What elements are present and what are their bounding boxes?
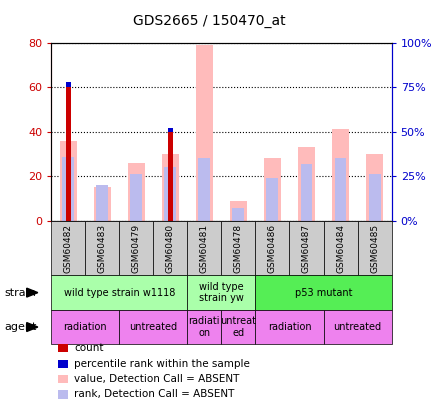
Text: GDS2665 / 150470_at: GDS2665 / 150470_at: [133, 14, 285, 28]
Text: GSM60484: GSM60484: [336, 224, 345, 273]
Bar: [168, 128, 173, 132]
Text: GSM60480: GSM60480: [166, 224, 175, 273]
Bar: [168, 132, 173, 221]
Text: radiation: radiation: [63, 322, 107, 332]
Text: percentile rank within the sample: percentile rank within the sample: [74, 359, 250, 369]
Bar: [96, 185, 108, 221]
Bar: [66, 82, 71, 87]
Bar: [60, 141, 77, 221]
Text: radiation: radiation: [267, 322, 312, 332]
Text: wild type strain w1118: wild type strain w1118: [64, 288, 175, 298]
Text: GSM60478: GSM60478: [234, 224, 243, 273]
Text: radiati
on: radiati on: [189, 316, 220, 338]
Bar: [366, 154, 383, 221]
Bar: [162, 154, 179, 221]
Text: GSM60485: GSM60485: [370, 224, 379, 273]
Bar: [335, 158, 347, 221]
Bar: [94, 187, 111, 221]
Bar: [267, 178, 279, 221]
Bar: [130, 175, 142, 221]
Bar: [332, 130, 349, 221]
Text: GSM60487: GSM60487: [302, 224, 311, 273]
Text: untreat
ed: untreat ed: [220, 316, 256, 338]
Text: GSM60486: GSM60486: [268, 224, 277, 273]
Text: rank, Detection Call = ABSENT: rank, Detection Call = ABSENT: [74, 390, 235, 399]
Bar: [196, 45, 213, 221]
Text: value, Detection Call = ABSENT: value, Detection Call = ABSENT: [74, 374, 240, 384]
Text: untreated: untreated: [129, 322, 178, 332]
Bar: [62, 157, 74, 221]
Text: agent: agent: [4, 322, 37, 332]
Bar: [164, 167, 176, 221]
Bar: [298, 147, 315, 221]
Text: p53 mutant: p53 mutant: [295, 288, 352, 298]
Bar: [300, 164, 312, 221]
Bar: [264, 158, 281, 221]
Bar: [230, 200, 247, 221]
Bar: [368, 175, 380, 221]
Bar: [66, 87, 71, 221]
Text: GSM60483: GSM60483: [98, 224, 107, 273]
Text: count: count: [74, 343, 104, 353]
Bar: [232, 208, 244, 221]
Text: GSM60481: GSM60481: [200, 224, 209, 273]
Bar: [128, 163, 145, 221]
Text: wild type
strain yw: wild type strain yw: [199, 282, 244, 303]
Text: GSM60479: GSM60479: [132, 224, 141, 273]
Text: strain: strain: [4, 288, 36, 298]
Text: untreated: untreated: [333, 322, 382, 332]
Bar: [198, 158, 210, 221]
Text: GSM60482: GSM60482: [64, 224, 73, 273]
